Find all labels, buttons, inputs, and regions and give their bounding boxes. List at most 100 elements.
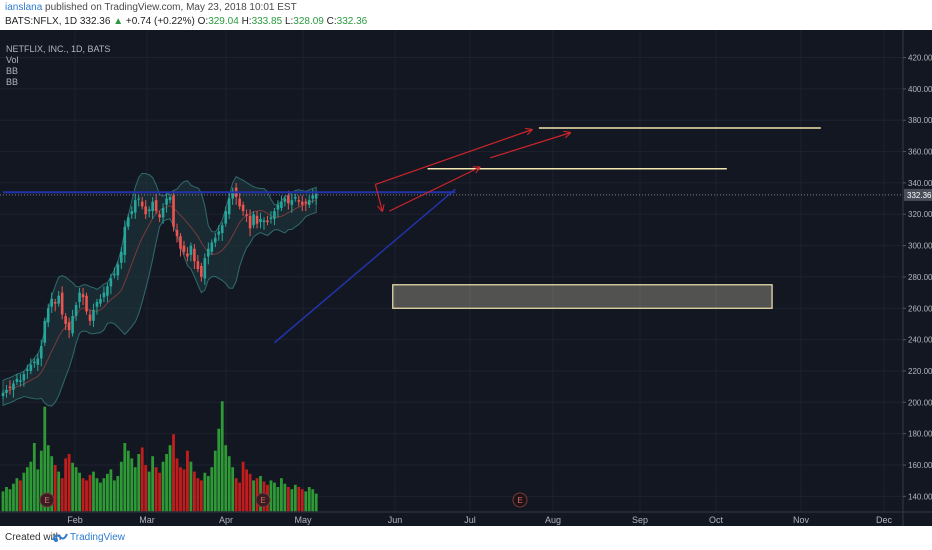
candle-body xyxy=(314,193,318,199)
volume-bar xyxy=(252,480,255,512)
candle-body xyxy=(64,316,67,324)
candle-body xyxy=(252,214,255,226)
projection-arrow[interactable] xyxy=(389,167,479,212)
price-tick-label: 360.00 xyxy=(908,148,932,157)
volume-bar xyxy=(99,482,102,512)
candle-body xyxy=(165,198,168,205)
x-tick-label: Jul xyxy=(464,515,476,525)
price-tick-label: 340.00 xyxy=(908,179,932,188)
volume-bar xyxy=(158,472,161,512)
volume-bar xyxy=(311,489,315,512)
author-link[interactable]: ianslana xyxy=(5,2,43,13)
candle-body xyxy=(172,195,175,227)
earnings-marker[interactable] xyxy=(255,492,271,508)
support-trendline[interactable] xyxy=(273,188,456,344)
bb-indicator-label-1[interactable]: BB xyxy=(6,66,19,76)
candle-body xyxy=(200,265,203,277)
candle-body xyxy=(189,245,193,255)
price-tick-label: 140.00 xyxy=(908,492,932,501)
volume-bar xyxy=(46,445,50,512)
candle-body xyxy=(126,217,130,227)
candle-body xyxy=(290,200,294,205)
volume-bar xyxy=(1,491,5,512)
price-change: +0.74 (+0.22%) xyxy=(125,16,195,27)
volume-bar xyxy=(137,454,141,512)
volume-bar xyxy=(199,480,203,512)
volume-bar xyxy=(67,454,71,512)
volume-bar xyxy=(165,454,168,512)
volume-bar xyxy=(144,465,148,512)
volume-bar xyxy=(8,489,12,512)
volume-bar xyxy=(283,483,287,512)
volume-bar xyxy=(213,450,217,512)
bollinger-basis xyxy=(2,199,317,394)
volume-bar xyxy=(29,461,33,512)
indicator-legend: NETFLIX, INC., 1D, BATS Vol BB BB xyxy=(6,44,110,88)
candle-body xyxy=(36,358,40,365)
high-value: 333.85 xyxy=(251,16,283,27)
volume-bar xyxy=(43,406,47,512)
candle-body xyxy=(102,292,106,298)
price-tick-label: 280.00 xyxy=(908,273,932,282)
volume-bar xyxy=(172,434,175,512)
candle-body xyxy=(53,302,57,304)
open-value: 329.04 xyxy=(208,16,239,27)
candle-body xyxy=(33,361,36,364)
candle-body xyxy=(106,286,109,296)
bb-indicator-label-2[interactable]: BB xyxy=(6,77,19,87)
candle-body xyxy=(297,200,301,202)
volume-bar xyxy=(12,483,15,512)
candle-body xyxy=(22,374,26,381)
volume-bar xyxy=(88,474,92,512)
vol-indicator-label[interactable]: Vol xyxy=(6,55,19,65)
candle-body xyxy=(238,198,241,207)
footer: Created with TradingView xyxy=(0,526,932,550)
quote-line: BATS:NFLX, 1D 332.36 ▲ +0.74 (+0.22%) O:… xyxy=(5,16,367,27)
price-tick-label: 300.00 xyxy=(908,242,932,251)
projection-arrow[interactable] xyxy=(375,130,532,186)
volume-bar xyxy=(168,445,172,512)
created-with-text: Created with xyxy=(5,532,62,543)
x-tick-label: Feb xyxy=(67,515,83,525)
earnings-marker[interactable] xyxy=(39,492,55,508)
volume-bar xyxy=(227,456,231,512)
candle-body xyxy=(248,215,252,229)
x-tick-label: Dec xyxy=(876,515,893,525)
candle-body xyxy=(113,273,116,276)
candle-body xyxy=(203,258,207,279)
price-tick-label: 260.00 xyxy=(908,304,932,313)
volume-bar xyxy=(220,401,224,512)
last-price-tag xyxy=(904,188,932,201)
candle-body xyxy=(71,316,74,334)
earnings-marker[interactable] xyxy=(512,492,528,508)
candle-body xyxy=(46,308,50,323)
projection-arrow[interactable] xyxy=(490,133,570,159)
candle-body xyxy=(168,197,172,201)
volume-bar xyxy=(154,467,158,512)
candle-body xyxy=(224,211,228,224)
volume-bar xyxy=(297,487,301,512)
volume-bar xyxy=(224,445,228,512)
volume-bar xyxy=(53,465,57,512)
volume-bar xyxy=(19,480,22,512)
volume-bar xyxy=(102,478,106,512)
x-tick-label: Apr xyxy=(219,515,233,525)
tradingview-brand[interactable]: TradingView xyxy=(70,532,126,543)
support-zone[interactable] xyxy=(392,284,773,309)
price-chart[interactable]: Feb Mar Apr May Jun Jul Aug Sep Oct Nov Dec 140.00 1… xyxy=(0,30,932,526)
candle-body xyxy=(26,369,29,371)
volume-bar xyxy=(39,450,43,512)
low-value: 328.09 xyxy=(293,16,324,27)
candle-body xyxy=(287,195,290,204)
projection-arrow[interactable] xyxy=(374,184,382,211)
candle-body xyxy=(231,190,234,199)
volume-bar xyxy=(314,493,318,512)
volume-bar xyxy=(307,487,311,512)
volume-bar xyxy=(36,469,40,512)
chart-area[interactable]: Feb Mar Apr May Jun Jul Aug Sep Oct Nov Dec 140.00 1… xyxy=(0,30,932,526)
volume-bar xyxy=(57,471,61,512)
volume-bar xyxy=(238,482,242,512)
candle-body xyxy=(8,386,12,389)
volume-bar xyxy=(95,478,99,512)
chart-header: ianslana published on TradingView.com, M… xyxy=(0,0,932,30)
